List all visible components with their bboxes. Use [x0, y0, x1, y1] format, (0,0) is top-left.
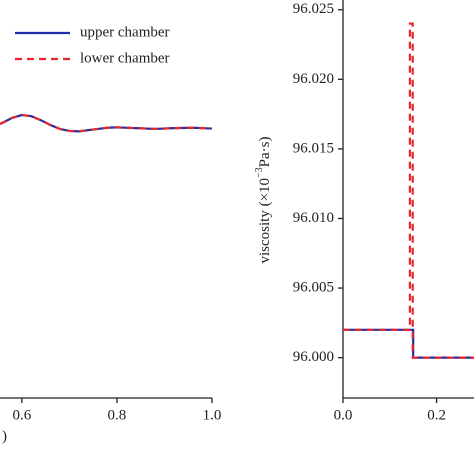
x-tick-label: 0.6 — [12, 407, 31, 423]
y-tick-label: 96.010 — [293, 210, 334, 226]
x-tick-label: 0.8 — [108, 407, 127, 423]
y-axis-label-exponent: −3 — [254, 167, 265, 178]
y-tick-label: 96.005 — [293, 280, 334, 296]
y-tick-label: 96.015 — [293, 140, 334, 156]
x-tick-label: 0.2 — [427, 407, 446, 423]
y-axis-label: viscosity (×10−3Pa·s) — [254, 136, 273, 263]
y-tick-label: 96.025 — [293, 1, 334, 17]
y-tick-label: 96.020 — [293, 71, 334, 87]
y-axis-label-unit: Pa·s) — [257, 136, 273, 167]
series-line — [343, 328, 474, 359]
series-line — [0, 113, 213, 133]
x-tick-label: 0.0 — [334, 407, 353, 423]
x-tick-label: 1.0 — [203, 407, 222, 423]
legend-label: lower chamber — [80, 50, 170, 66]
y-tick-label: 96.000 — [293, 349, 334, 365]
y-axis-label-text: viscosity (×10 — [257, 178, 273, 264]
x-axis-label: ) — [2, 428, 7, 444]
legend-label: upper chamber — [80, 24, 170, 40]
series-line — [343, 22, 474, 359]
